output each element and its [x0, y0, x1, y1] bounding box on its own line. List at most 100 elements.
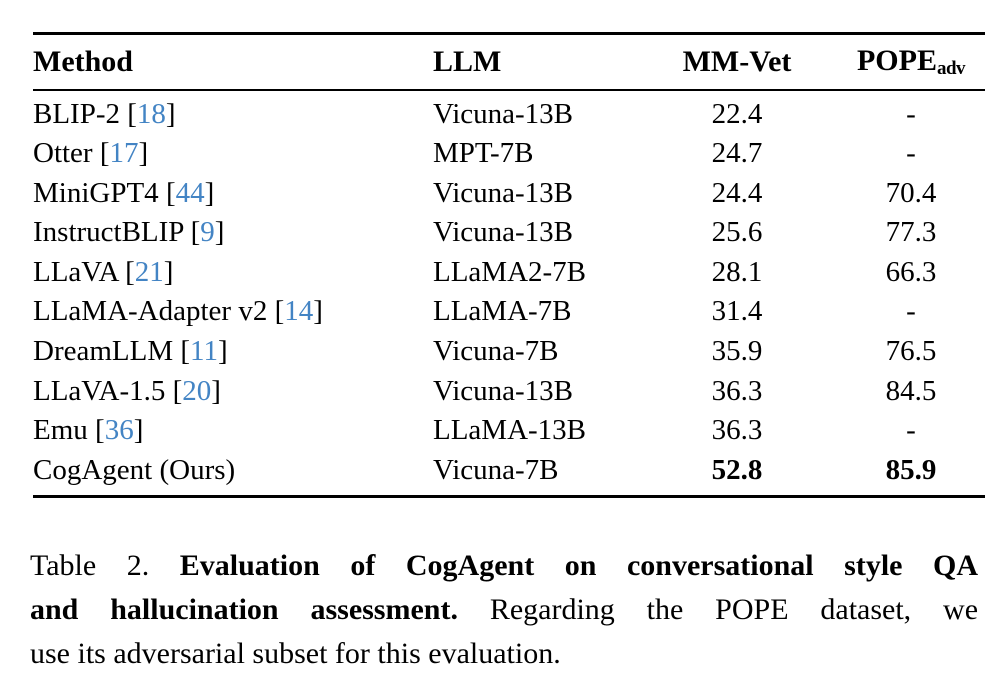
cite-bracket-close: ] — [217, 335, 228, 368]
llm-cell: Vicuna-7B — [433, 453, 559, 486]
method-name: CogAgent (Ours) — [33, 453, 236, 486]
llm-cell: MPT-7B — [433, 137, 534, 170]
mm-vet-cell: 25.6 — [711, 216, 763, 249]
cite-bracket-close: ] — [138, 137, 149, 170]
table-row: BLIP-2 [18] Vicuna-13B 22.4 - — [33, 90, 985, 135]
column-header-pope: POPEadv — [837, 33, 985, 91]
method-cell: BLIP-2 [18] — [33, 90, 433, 135]
method-name: Otter — [33, 137, 93, 170]
pope-label: POPE — [856, 43, 937, 77]
method-cell: LLaVA-1.5 [20] — [33, 372, 433, 412]
citation-link[interactable]: 9 — [200, 216, 215, 249]
llm-cell: Vicuna-7B — [433, 335, 559, 368]
caption-title-bold: and hallucination assessment. — [30, 593, 458, 626]
method-cell: LLaVA [21] — [33, 253, 433, 293]
llm-cell: Vicuna-13B — [433, 216, 574, 249]
llm-cell: Vicuna-13B — [433, 176, 574, 209]
pope-cell: - — [906, 137, 916, 170]
cite-bracket-open: [ — [92, 137, 110, 170]
pope-cell: 70.4 — [885, 176, 937, 209]
cite-bracket-close: ] — [313, 295, 323, 328]
method-name: LLaMA-Adapter v2 — [33, 295, 268, 328]
caption-line-2: and hallucination assessment. Regarding … — [30, 588, 978, 632]
method-cell: DreamLLM [11] — [33, 332, 433, 372]
results-table: Method LLM MM-Vet POPEadv BLIP-2 [18] Vi… — [33, 32, 985, 499]
table-row: Emu [36] LLaMA-13B 36.3 - — [33, 411, 985, 451]
table-row: LLaVA [21] LLaMA2-7B 28.1 66.3 — [33, 253, 985, 293]
method-cell: CogAgent (Ours) — [33, 451, 433, 497]
method-cell: Otter [17] — [33, 134, 433, 174]
table-row: MiniGPT4 [44] Vicuna-13B 24.4 70.4 — [33, 174, 985, 214]
pope-subscript: adv — [936, 57, 966, 79]
citation-link[interactable]: 18 — [136, 97, 166, 130]
mm-vet-cell: 36.3 — [711, 414, 763, 447]
mm-vet-cell: 35.9 — [711, 335, 763, 368]
cite-bracket-close: ] — [133, 414, 144, 447]
column-header-method: Method — [33, 33, 433, 91]
llm-cell: Vicuna-13B — [433, 374, 574, 407]
table-row: LLaMA-Adapter v2 [14] LLaMA-7B 31.4 - — [33, 292, 985, 332]
table-caption: Table 2. Evaluation of CogAgent on conve… — [30, 544, 978, 676]
caption-body-text: Regarding the POPE dataset, we — [489, 593, 979, 626]
mm-vet-cell: 28.1 — [711, 255, 763, 288]
table-row: InstructBLIP [9] Vicuna-13B 25.6 77.3 — [33, 213, 985, 253]
caption-body-text: use its adversarial subset for this eval… — [30, 637, 561, 670]
caption-title-bold: Evaluation of CogAgent on conversational… — [179, 549, 979, 582]
column-header-mm-vet: MM-Vet — [637, 33, 837, 91]
llm-cell: Vicuna-13B — [433, 97, 574, 130]
method-name: Emu — [33, 414, 88, 447]
cite-bracket-open: [ — [120, 97, 137, 130]
column-header-llm: LLM — [433, 33, 637, 91]
llm-cell: LLaMA2-7B — [433, 255, 587, 288]
cite-bracket-open: [ — [87, 414, 105, 447]
cite-bracket-open: [ — [158, 176, 176, 209]
table-row-ours: CogAgent (Ours) Vicuna-7B 52.8 85.9 — [33, 451, 985, 497]
pope-cell: 85.9 — [885, 453, 937, 486]
mm-vet-cell: 36.3 — [711, 374, 763, 407]
method-name: BLIP-2 — [33, 97, 120, 130]
pope-cell: 66.3 — [885, 255, 937, 288]
cite-bracket-open: [ — [267, 295, 285, 328]
method-cell: Emu [36] — [33, 411, 433, 451]
citation-link[interactable]: 14 — [284, 295, 314, 328]
cite-bracket-open: [ — [173, 335, 191, 368]
citation-link[interactable]: 21 — [134, 255, 164, 288]
cite-bracket-open: [ — [183, 216, 201, 249]
cite-bracket-close: ] — [204, 176, 215, 209]
cite-bracket-open: [ — [165, 374, 183, 407]
caption-line-3: use its adversarial subset for this eval… — [30, 632, 978, 676]
mm-vet-cell: 24.4 — [711, 176, 763, 209]
cite-bracket-close: ] — [214, 216, 225, 249]
pope-cell: 76.5 — [885, 335, 937, 368]
pope-cell: - — [906, 414, 916, 447]
mm-vet-cell: 31.4 — [711, 295, 763, 328]
cite-bracket-close: ] — [211, 374, 221, 407]
method-cell: LLaMA-Adapter v2 [14] — [33, 292, 433, 332]
citation-link[interactable]: 11 — [190, 335, 218, 368]
cite-bracket-close: ] — [165, 97, 176, 130]
cite-bracket-close: ] — [163, 255, 174, 288]
method-name: MiniGPT4 — [33, 176, 159, 209]
citation-link[interactable]: 17 — [109, 137, 139, 170]
citation-link[interactable]: 36 — [104, 414, 134, 447]
cite-bracket-open: [ — [117, 255, 135, 288]
method-name: DreamLLM — [33, 335, 174, 368]
table-row: LLaVA-1.5 [20] Vicuna-13B 36.3 84.5 — [33, 372, 985, 412]
method-cell: InstructBLIP [9] — [33, 213, 433, 253]
method-name: InstructBLIP — [33, 216, 184, 249]
table-row: DreamLLM [11] Vicuna-7B 35.9 76.5 — [33, 332, 985, 372]
llm-cell: LLaMA-7B — [433, 295, 572, 328]
caption-line-1: Table 2. Evaluation of CogAgent on conve… — [30, 544, 978, 588]
method-name: LLaVA-1.5 — [33, 374, 166, 407]
pope-cell: - — [906, 295, 916, 328]
table-header-row: Method LLM MM-Vet POPEadv — [33, 33, 985, 91]
mm-vet-cell: 22.4 — [711, 97, 763, 130]
citation-link[interactable]: 20 — [182, 374, 212, 407]
pope-cell: - — [906, 97, 916, 130]
pope-cell: 77.3 — [885, 216, 937, 249]
table-row: Otter [17] MPT-7B 24.7 - — [33, 134, 985, 174]
method-cell: MiniGPT4 [44] — [33, 174, 433, 214]
citation-link[interactable]: 44 — [175, 176, 205, 209]
llm-cell: LLaMA-13B — [433, 414, 587, 447]
caption-label: Table 2. — [30, 549, 150, 582]
